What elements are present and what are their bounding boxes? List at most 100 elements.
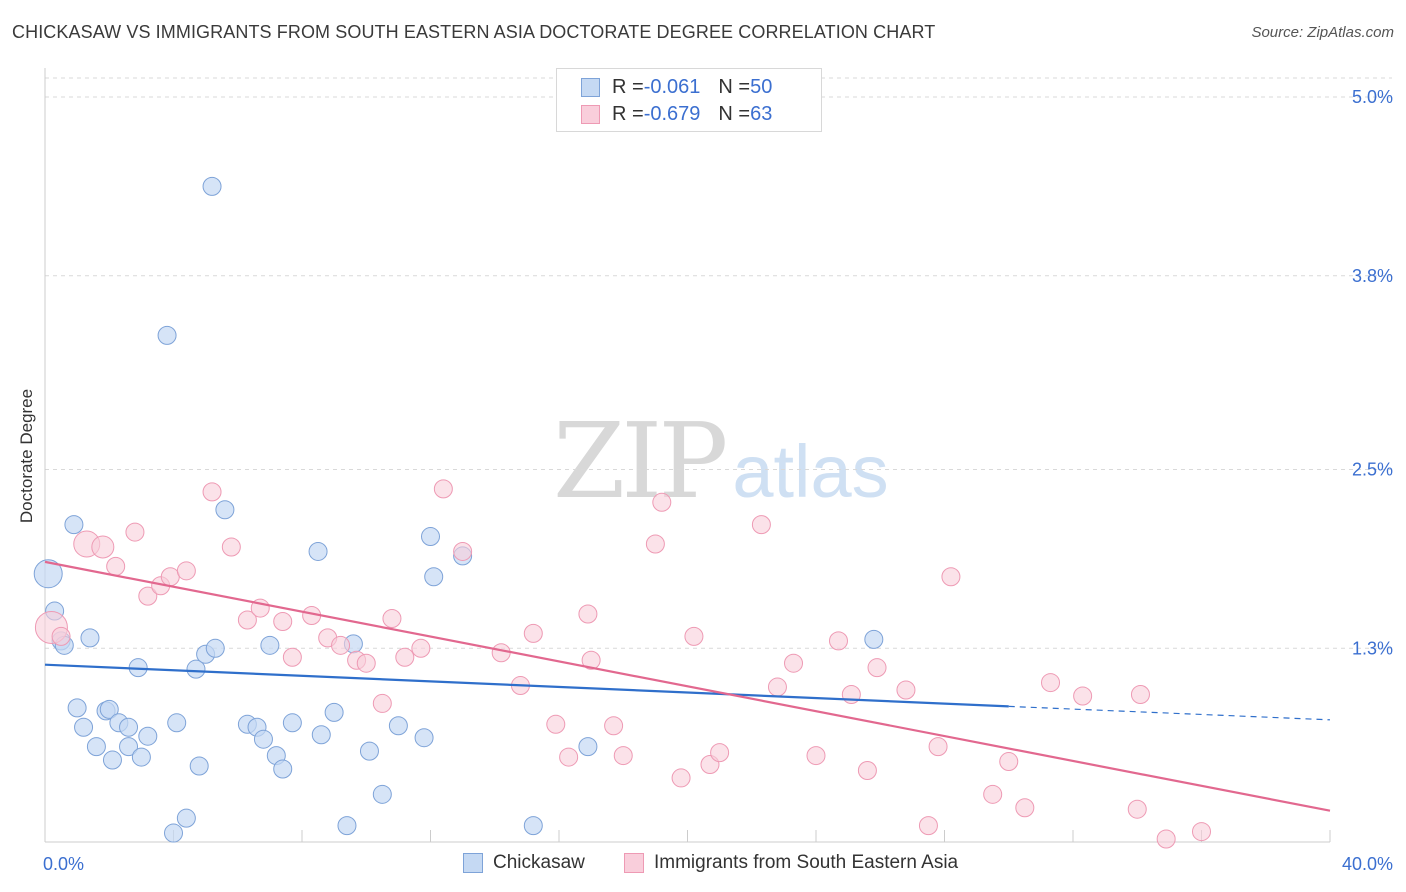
immigrants-point <box>806 746 826 766</box>
immigrants-point <box>867 658 887 678</box>
legend-item-immigrants: Immigrants from South Eastern Asia <box>624 852 958 874</box>
chickasaw-point <box>253 729 273 749</box>
immigrants-point <box>356 653 376 673</box>
immigrants-point <box>160 567 180 587</box>
watermark-zip: ZIP <box>553 400 728 522</box>
chickasaw-point <box>67 698 87 718</box>
chickasaw-point <box>74 717 94 737</box>
immigrants-point <box>523 623 543 643</box>
immigrants-point <box>828 631 848 651</box>
immigrants-point <box>395 647 415 667</box>
legend-row-chickasaw: R = -0.061 N = 50 <box>581 74 772 100</box>
chickasaw-point <box>64 515 84 535</box>
immigrants-point <box>237 610 257 630</box>
chickasaw-point <box>157 325 177 345</box>
chickasaw-point <box>33 559 63 589</box>
r-value: -0.679 <box>643 102 701 125</box>
chickasaw-point <box>119 717 139 737</box>
chickasaw-point <box>337 816 357 836</box>
immigrants-swatch <box>624 853 644 873</box>
immigrants-point <box>613 746 633 766</box>
x-tick-label: 40.0% <box>1342 854 1393 874</box>
immigrants-point <box>578 604 598 624</box>
immigrants-point <box>559 747 579 767</box>
y-tick-label: 5.0% <box>1352 87 1393 107</box>
chickasaw-point <box>273 759 293 779</box>
chickasaw-point <box>424 567 444 587</box>
immigrants-point <box>411 638 431 658</box>
immigrants-point <box>282 647 302 667</box>
immigrants-point <box>1192 822 1211 842</box>
chickasaw-point <box>523 816 543 836</box>
immigrants-point <box>784 653 804 673</box>
chart-title: CHICKASAW VS IMMIGRANTS FROM SOUTH EASTE… <box>12 22 936 42</box>
chickasaw-swatch <box>581 77 600 97</box>
legend-row-immigrants: R = -0.679 N = 63 <box>581 101 772 127</box>
chickasaw-point <box>202 176 222 196</box>
chickasaw-point <box>86 737 106 757</box>
immigrants-point <box>1015 798 1035 818</box>
x-tick-label: 0.0% <box>43 854 84 874</box>
chickasaw-trend-line <box>44 663 1009 708</box>
chickasaw-point <box>372 784 392 804</box>
immigrants-point <box>751 515 771 535</box>
chickasaw-point <box>102 750 122 770</box>
immigrants-point <box>999 752 1019 772</box>
correlation-legend: R = -0.061 N = 50 R = -0.679 N = 63 <box>556 68 822 132</box>
immigrants-point <box>382 609 402 628</box>
immigrants-point <box>433 479 453 499</box>
immigrants-point <box>941 567 961 587</box>
immigrants-point <box>684 626 704 646</box>
source-label: Source: ZipAtlas.com <box>1251 24 1394 41</box>
n-label: N = <box>718 102 751 125</box>
legend-label: Chickasaw <box>493 852 585 873</box>
immigrants-point <box>1041 673 1061 693</box>
immigrants-point <box>202 482 222 502</box>
chickasaw-point <box>167 713 187 733</box>
chickasaw-point <box>138 726 158 746</box>
chickasaw-point <box>186 659 206 679</box>
immigrants-point <box>857 760 877 780</box>
immigrants-point <box>91 535 115 559</box>
immigrants-point <box>1130 684 1150 704</box>
chickasaw-swatch <box>463 853 483 873</box>
chickasaw-point <box>414 728 434 748</box>
chickasaw-point <box>260 635 280 655</box>
immigrants-point <box>983 784 1003 804</box>
immigrants-trend-line <box>44 560 1331 812</box>
chickasaw-point <box>119 737 139 757</box>
r-label: R = <box>612 102 644 125</box>
immigrants-point <box>372 693 392 713</box>
immigrants-point <box>581 650 601 670</box>
immigrants-point <box>604 716 624 736</box>
chickasaw-point <box>282 713 302 733</box>
n-label: N = <box>718 75 751 98</box>
immigrants-point <box>221 537 241 557</box>
r-value: -0.061 <box>643 75 701 98</box>
chickasaw-point <box>324 702 344 722</box>
immigrants-point <box>1073 686 1093 706</box>
r-label: R = <box>612 75 644 98</box>
immigrants-point <box>125 522 145 542</box>
immigrants-point <box>652 492 672 512</box>
immigrants-point <box>671 768 691 788</box>
chickasaw-point <box>205 638 225 658</box>
immigrants-point <box>176 561 196 581</box>
immigrants-point <box>106 556 126 576</box>
chickasaw-point <box>164 823 183 843</box>
legend-label: Immigrants from South Eastern Asia <box>654 852 959 873</box>
y-tick-label: 2.5% <box>1352 460 1393 480</box>
immigrants-point <box>138 586 158 606</box>
immigrants-point <box>1156 829 1176 849</box>
immigrants-point <box>645 534 665 554</box>
immigrants-point <box>331 635 351 655</box>
chickasaw-point <box>131 747 151 767</box>
watermark-atlas: atlas <box>732 430 889 513</box>
chickasaw-point <box>308 541 328 561</box>
watermark: ZIP atlas <box>553 400 889 522</box>
chickasaw-trend-extension <box>1008 705 1331 721</box>
chickasaw-point <box>99 699 119 719</box>
immigrants-point <box>273 611 293 631</box>
chickasaw-point <box>189 756 209 776</box>
